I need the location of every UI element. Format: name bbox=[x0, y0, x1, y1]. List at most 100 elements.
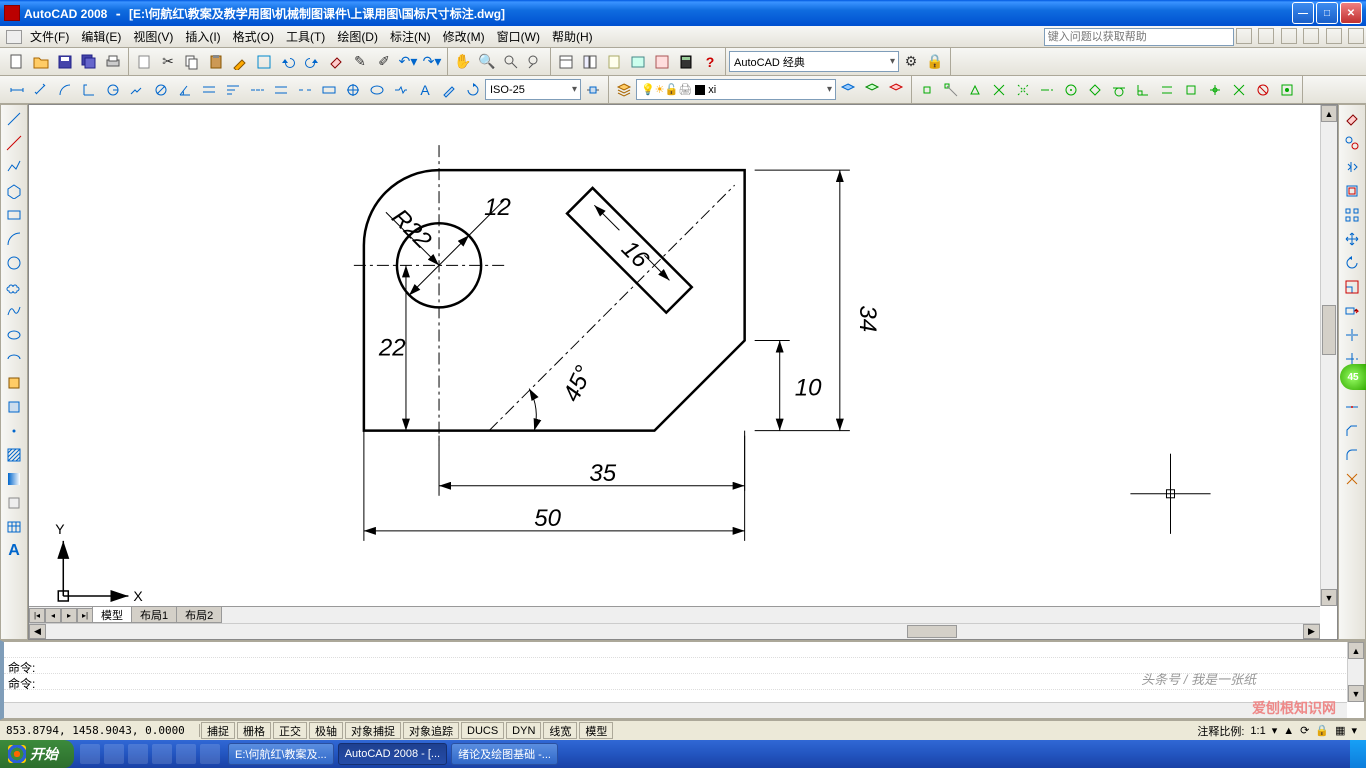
scroll-right-icon[interactable]: ▶ bbox=[1303, 624, 1320, 639]
command-scroll-h[interactable] bbox=[4, 702, 1347, 718]
dim-aligned-icon[interactable] bbox=[30, 79, 52, 101]
menu-item[interactable]: 绘图(D) bbox=[331, 26, 384, 47]
close-button[interactable]: ✕ bbox=[1340, 2, 1362, 24]
pan-icon[interactable]: ✋ bbox=[452, 51, 474, 73]
tab-last-icon[interactable]: ▸| bbox=[77, 608, 93, 623]
dimupdate-icon[interactable] bbox=[462, 79, 484, 101]
scale-icon[interactable] bbox=[1341, 276, 1363, 298]
dim-break-icon[interactable] bbox=[294, 79, 316, 101]
help-search-input[interactable] bbox=[1044, 28, 1234, 46]
dim-quick-icon[interactable] bbox=[198, 79, 220, 101]
status-mode-button[interactable]: 对象捕捉 bbox=[345, 722, 401, 739]
osnap-cen-icon[interactable] bbox=[1060, 79, 1082, 101]
gradient-icon[interactable] bbox=[3, 468, 25, 490]
tab-layout1[interactable]: 布局1 bbox=[131, 607, 177, 623]
scroll-up-icon[interactable]: ▲ bbox=[1321, 105, 1337, 122]
status-lock-icon[interactable]: 🔒 bbox=[1315, 724, 1329, 737]
offset-icon[interactable] bbox=[1341, 180, 1363, 202]
status-mode-button[interactable]: DUCS bbox=[461, 722, 504, 739]
plot-icon[interactable] bbox=[102, 51, 124, 73]
dimtedit-icon[interactable] bbox=[438, 79, 460, 101]
tab-first-icon[interactable]: |◂ bbox=[29, 608, 45, 623]
dim-linear-icon[interactable] bbox=[6, 79, 28, 101]
dimstyle-icon[interactable] bbox=[582, 79, 604, 101]
ql-icon[interactable] bbox=[104, 744, 124, 764]
osnap-tan-icon[interactable] bbox=[1108, 79, 1130, 101]
dim-continue-icon[interactable] bbox=[246, 79, 268, 101]
menu-item[interactable]: 视图(V) bbox=[127, 26, 179, 47]
menu-item[interactable]: 帮助(H) bbox=[546, 26, 599, 47]
erase-icon[interactable] bbox=[1341, 108, 1363, 130]
region-icon[interactable] bbox=[3, 492, 25, 514]
jogline-icon[interactable] bbox=[390, 79, 412, 101]
new-icon[interactable] bbox=[6, 51, 28, 73]
status-mode-button[interactable]: 极轴 bbox=[309, 722, 343, 739]
osnap-ext-icon[interactable] bbox=[1036, 79, 1058, 101]
floating-badge[interactable]: 45 bbox=[1340, 364, 1366, 390]
matchprop-icon[interactable] bbox=[229, 51, 251, 73]
dimedit-icon[interactable]: A bbox=[414, 79, 436, 101]
scroll-left-icon[interactable]: ◀ bbox=[29, 624, 46, 639]
tolerance-icon[interactable] bbox=[318, 79, 340, 101]
mdi-close-icon[interactable] bbox=[1348, 28, 1364, 44]
rotate-icon[interactable] bbox=[1341, 252, 1363, 274]
status-menu-icon[interactable]: ▾ bbox=[1351, 724, 1357, 737]
tool-redo2-icon[interactable]: ↷▾ bbox=[421, 51, 443, 73]
osnap-node-icon[interactable] bbox=[1204, 79, 1226, 101]
cmd-scroll-down-icon[interactable]: ▼ bbox=[1348, 685, 1364, 702]
xline-icon[interactable] bbox=[3, 132, 25, 154]
menu-item[interactable]: 修改(M) bbox=[437, 26, 491, 47]
layer-manager-icon[interactable] bbox=[613, 79, 635, 101]
ellipsearc-icon[interactable] bbox=[3, 348, 25, 370]
favorites-icon[interactable] bbox=[1281, 28, 1297, 44]
anno-visibility-icon[interactable]: ▲ bbox=[1283, 725, 1294, 737]
polygon-icon[interactable] bbox=[3, 180, 25, 202]
stretch-icon[interactable] bbox=[1341, 300, 1363, 322]
copy-mod-icon[interactable] bbox=[1341, 132, 1363, 154]
sheetset-icon[interactable] bbox=[627, 51, 649, 73]
eraser-icon[interactable] bbox=[325, 51, 347, 73]
osnap-par-icon[interactable] bbox=[1156, 79, 1178, 101]
array-icon[interactable] bbox=[1341, 204, 1363, 226]
quickcalc-icon[interactable] bbox=[675, 51, 697, 73]
anno-scale-dropdown-icon[interactable]: ▾ bbox=[1272, 724, 1278, 737]
workspace-settings-icon[interactable]: ⚙ bbox=[900, 51, 922, 73]
paste-icon[interactable] bbox=[205, 51, 227, 73]
osnap-appint-icon[interactable] bbox=[1012, 79, 1034, 101]
status-mode-button[interactable]: 栅格 bbox=[237, 722, 271, 739]
circle-icon[interactable] bbox=[3, 252, 25, 274]
makeblock-icon[interactable] bbox=[3, 396, 25, 418]
scroll-h-thumb[interactable] bbox=[907, 625, 957, 638]
ql-icon[interactable] bbox=[80, 744, 100, 764]
osnap-per-icon[interactable] bbox=[1132, 79, 1154, 101]
status-mode-button[interactable]: DYN bbox=[506, 722, 541, 739]
zoom-prev-icon[interactable] bbox=[524, 51, 546, 73]
line-icon[interactable] bbox=[3, 108, 25, 130]
anno-auto-icon[interactable]: ⟳ bbox=[1300, 724, 1309, 737]
ql-icon[interactable] bbox=[128, 744, 148, 764]
revcloud-icon[interactable] bbox=[3, 276, 25, 298]
dim-jogged-icon[interactable] bbox=[126, 79, 148, 101]
status-mode-button[interactable]: 对象追踪 bbox=[403, 722, 459, 739]
rectangle-icon[interactable] bbox=[3, 204, 25, 226]
hatch-icon[interactable] bbox=[3, 444, 25, 466]
status-mode-button[interactable]: 模型 bbox=[579, 722, 613, 739]
dim-space-icon[interactable] bbox=[270, 79, 292, 101]
tool-b-icon[interactable]: ✐ bbox=[373, 51, 395, 73]
tab-prev-icon[interactable]: ◂ bbox=[45, 608, 61, 623]
mirror-icon[interactable] bbox=[1341, 156, 1363, 178]
osnap-settings-icon[interactable] bbox=[1276, 79, 1298, 101]
ql-icon[interactable] bbox=[200, 744, 220, 764]
osnap-end-icon[interactable] bbox=[940, 79, 962, 101]
table-icon[interactable] bbox=[3, 516, 25, 538]
join-icon[interactable] bbox=[1341, 396, 1363, 418]
status-mode-button[interactable]: 捕捉 bbox=[201, 722, 235, 739]
fillet-icon[interactable] bbox=[1341, 444, 1363, 466]
mdi-min-icon[interactable] bbox=[1303, 28, 1319, 44]
dim-diameter-icon[interactable] bbox=[150, 79, 172, 101]
status-tray-icon[interactable]: ▦ bbox=[1335, 724, 1345, 737]
zoom-rt-icon[interactable]: 🔍 bbox=[476, 51, 498, 73]
scroll-v-thumb[interactable] bbox=[1322, 305, 1336, 355]
dim-ordinate-icon[interactable] bbox=[78, 79, 100, 101]
chamfer-icon[interactable] bbox=[1341, 420, 1363, 442]
